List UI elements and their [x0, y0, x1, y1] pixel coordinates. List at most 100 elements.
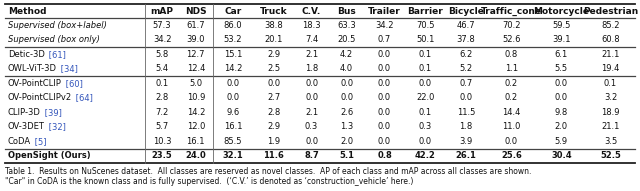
- Text: 15.1: 15.1: [224, 50, 242, 59]
- Text: 0.3: 0.3: [419, 122, 432, 131]
- Text: 32.1: 32.1: [223, 151, 243, 160]
- Text: [32]: [32]: [46, 122, 66, 131]
- Text: 11.6: 11.6: [263, 151, 284, 160]
- Text: 2.9: 2.9: [267, 122, 280, 131]
- Text: 0.8: 0.8: [505, 50, 518, 59]
- Text: 23.5: 23.5: [152, 151, 173, 160]
- Text: 0.0: 0.0: [227, 93, 239, 102]
- Text: 52.6: 52.6: [502, 35, 521, 44]
- Text: 18.3: 18.3: [302, 21, 321, 30]
- Text: 0.8: 0.8: [377, 151, 392, 160]
- Text: 30.4: 30.4: [551, 151, 572, 160]
- Text: Truck: Truck: [260, 6, 287, 15]
- Text: 3.2: 3.2: [604, 93, 617, 102]
- Text: Motorcycle: Motorcycle: [533, 6, 589, 15]
- Text: Trailer: Trailer: [368, 6, 401, 15]
- Text: 21.1: 21.1: [601, 122, 620, 131]
- Text: 3.5: 3.5: [604, 137, 617, 146]
- Text: 2.8: 2.8: [156, 93, 169, 102]
- Text: 0.1: 0.1: [419, 50, 432, 59]
- Text: [39]: [39]: [42, 108, 61, 117]
- Text: 0.1: 0.1: [604, 79, 617, 88]
- Text: 12.7: 12.7: [187, 50, 205, 59]
- Text: Bus: Bus: [337, 6, 356, 15]
- Text: 9.8: 9.8: [555, 108, 568, 117]
- Text: Bicycle: Bicycle: [448, 6, 484, 15]
- Text: 1.8: 1.8: [305, 64, 318, 73]
- Text: 2.5: 2.5: [267, 64, 280, 73]
- Text: 1.8: 1.8: [460, 122, 472, 131]
- Text: 11.0: 11.0: [502, 122, 521, 131]
- Text: [64]: [64]: [73, 93, 93, 102]
- Text: 2.7: 2.7: [267, 93, 280, 102]
- Text: 16.1: 16.1: [187, 137, 205, 146]
- Text: OWL-ViT-3D: OWL-ViT-3D: [8, 64, 57, 73]
- Text: 39.0: 39.0: [187, 35, 205, 44]
- Text: 14.2: 14.2: [224, 64, 242, 73]
- Text: 0.0: 0.0: [505, 137, 518, 146]
- Text: 0.0: 0.0: [305, 79, 318, 88]
- Text: 0.0: 0.0: [419, 137, 432, 146]
- Text: Car: Car: [225, 6, 242, 15]
- Text: 42.2: 42.2: [415, 151, 436, 160]
- Text: 0.0: 0.0: [378, 122, 391, 131]
- Text: 57.3: 57.3: [153, 21, 172, 30]
- Text: [61]: [61]: [46, 50, 66, 59]
- Text: 1.1: 1.1: [505, 64, 518, 73]
- Text: 0.0: 0.0: [378, 137, 391, 146]
- Text: 10.3: 10.3: [153, 137, 172, 146]
- Text: 2.8: 2.8: [267, 108, 280, 117]
- Text: 0.3: 0.3: [305, 122, 318, 131]
- Text: Supervised (box+label): Supervised (box+label): [8, 21, 107, 30]
- Text: 0.1: 0.1: [419, 108, 432, 117]
- Text: 2.0: 2.0: [555, 122, 568, 131]
- Text: OV-PointCLIP: OV-PointCLIP: [8, 79, 62, 88]
- Text: 34.2: 34.2: [153, 35, 172, 44]
- Text: [34]: [34]: [58, 64, 78, 73]
- Text: Pedestrian: Pedestrian: [583, 6, 638, 15]
- Text: 0.0: 0.0: [305, 137, 318, 146]
- Text: 7.2: 7.2: [156, 108, 169, 117]
- Text: 0.0: 0.0: [378, 64, 391, 73]
- Text: 0.0: 0.0: [378, 50, 391, 59]
- Text: 2.9: 2.9: [267, 50, 280, 59]
- Text: 39.1: 39.1: [552, 35, 571, 44]
- Text: OV-PointCLIPv2: OV-PointCLIPv2: [8, 93, 72, 102]
- Text: 11.5: 11.5: [457, 108, 475, 117]
- Text: 24.0: 24.0: [186, 151, 206, 160]
- Text: 2.0: 2.0: [340, 137, 353, 146]
- Text: 0.0: 0.0: [227, 79, 239, 88]
- Text: 5.1: 5.1: [339, 151, 354, 160]
- Text: Barrier: Barrier: [407, 6, 443, 15]
- Text: CLIP-3D: CLIP-3D: [8, 108, 41, 117]
- Text: 0.0: 0.0: [378, 79, 391, 88]
- Text: 1.3: 1.3: [340, 122, 353, 131]
- Text: NDS: NDS: [185, 6, 207, 15]
- Text: 5.5: 5.5: [555, 64, 568, 73]
- Text: 0.0: 0.0: [460, 93, 472, 102]
- Text: Table 1.  Results on NuScenes dataset.  All classes are reserved as novel classe: Table 1. Results on NuScenes dataset. Al…: [5, 167, 531, 176]
- Text: 0.0: 0.0: [378, 93, 391, 102]
- Text: 16.1: 16.1: [224, 122, 243, 131]
- Text: 12.0: 12.0: [187, 122, 205, 131]
- Text: 0.7: 0.7: [460, 79, 472, 88]
- Text: 18.9: 18.9: [601, 108, 620, 117]
- Text: 61.7: 61.7: [186, 21, 205, 30]
- Text: 70.5: 70.5: [416, 21, 435, 30]
- Text: 0.1: 0.1: [419, 64, 432, 73]
- Text: 2.1: 2.1: [305, 108, 318, 117]
- Text: 34.2: 34.2: [375, 21, 394, 30]
- Text: 60.8: 60.8: [601, 35, 620, 44]
- Text: [5]: [5]: [32, 137, 47, 146]
- Text: 0.0: 0.0: [555, 93, 568, 102]
- Text: 20.5: 20.5: [337, 35, 356, 44]
- Text: OV-3DET: OV-3DET: [8, 122, 45, 131]
- Text: 7.4: 7.4: [305, 35, 318, 44]
- Text: 0.0: 0.0: [340, 93, 353, 102]
- Text: 0.0: 0.0: [340, 79, 353, 88]
- Text: 0.0: 0.0: [419, 79, 432, 88]
- Text: 8.7: 8.7: [304, 151, 319, 160]
- Text: C.V.: C.V.: [302, 6, 321, 15]
- Text: 9.6: 9.6: [227, 108, 239, 117]
- Text: 14.2: 14.2: [187, 108, 205, 117]
